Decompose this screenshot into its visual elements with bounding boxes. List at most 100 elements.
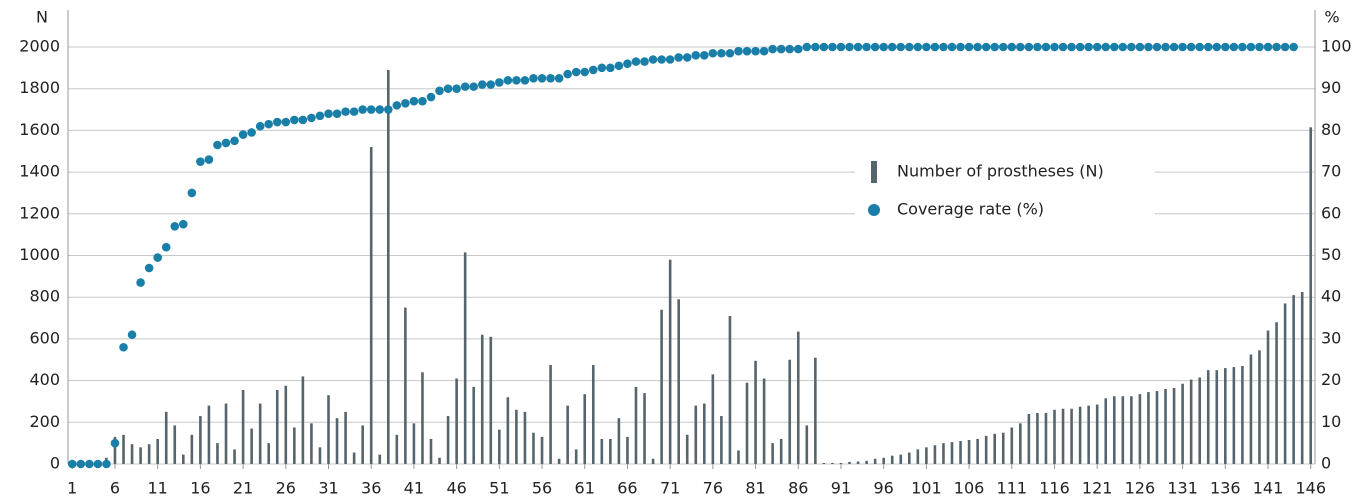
dot bbox=[1084, 42, 1093, 52]
x-tick-label: 126 bbox=[1125, 479, 1156, 498]
dot bbox=[93, 459, 103, 469]
dot bbox=[1169, 42, 1179, 52]
x-tick-label: 131 bbox=[1167, 479, 1198, 498]
x-tick-label: 61 bbox=[575, 479, 595, 498]
dot bbox=[290, 115, 299, 125]
dot bbox=[1007, 42, 1017, 52]
dot bbox=[665, 55, 675, 64]
bar bbox=[199, 416, 202, 464]
dot bbox=[802, 42, 812, 52]
x-tick-label: 136 bbox=[1210, 479, 1241, 498]
x-tick-label: 111 bbox=[997, 479, 1028, 498]
y2-tick-label: 20 bbox=[1321, 370, 1341, 389]
dot bbox=[896, 42, 906, 52]
dot bbox=[828, 42, 837, 52]
dot bbox=[1161, 42, 1170, 52]
bar bbox=[591, 364, 595, 464]
dot bbox=[768, 44, 777, 54]
bar bbox=[421, 372, 424, 464]
bar bbox=[190, 434, 194, 464]
dot bbox=[717, 48, 726, 58]
bar bbox=[839, 462, 843, 464]
dot bbox=[990, 42, 1000, 52]
bar bbox=[916, 449, 920, 464]
dot bbox=[272, 117, 282, 127]
bar bbox=[925, 447, 928, 464]
bar bbox=[950, 442, 954, 464]
x-tick-label: 1 bbox=[67, 479, 77, 498]
x-tick-label: 116 bbox=[1039, 479, 1070, 498]
bar bbox=[446, 416, 450, 464]
dot bbox=[503, 76, 513, 85]
bar bbox=[1095, 404, 1099, 464]
legend-swatch bbox=[868, 204, 880, 216]
dot bbox=[1041, 42, 1051, 52]
bar bbox=[1283, 303, 1287, 464]
dot bbox=[452, 84, 461, 93]
dot bbox=[725, 48, 735, 58]
bar bbox=[1010, 427, 1014, 464]
dot bbox=[1118, 42, 1128, 52]
bar bbox=[369, 147, 373, 464]
dot bbox=[383, 105, 393, 114]
bar bbox=[327, 395, 330, 464]
bar bbox=[1164, 388, 1167, 464]
bar bbox=[549, 364, 552, 464]
bar bbox=[1053, 409, 1056, 464]
x-tick-label: 146 bbox=[1295, 479, 1326, 498]
x-tick-label: 141 bbox=[1253, 479, 1284, 498]
dot bbox=[358, 105, 367, 114]
bar bbox=[1036, 412, 1039, 464]
bar bbox=[685, 434, 689, 464]
dot bbox=[85, 459, 94, 469]
dot bbox=[187, 188, 197, 198]
y2-tick-label: 30 bbox=[1321, 328, 1341, 347]
dot bbox=[375, 105, 385, 114]
bar bbox=[540, 436, 544, 464]
dot bbox=[477, 80, 487, 89]
bar bbox=[404, 307, 407, 464]
dot bbox=[1246, 42, 1256, 52]
bar bbox=[207, 405, 211, 464]
y2-tick-label: 70 bbox=[1321, 162, 1341, 181]
bar bbox=[1019, 423, 1022, 464]
x-tick-label: 96 bbox=[873, 479, 893, 498]
bar bbox=[267, 443, 271, 464]
bar bbox=[532, 432, 535, 464]
bar bbox=[147, 444, 151, 464]
dot bbox=[102, 459, 111, 469]
y-tick-label: 1800 bbox=[19, 78, 60, 97]
bar bbox=[993, 433, 997, 464]
bar bbox=[412, 423, 416, 464]
legend-swatch bbox=[871, 161, 877, 183]
dot bbox=[1255, 42, 1264, 52]
bar bbox=[139, 447, 142, 464]
dot bbox=[264, 119, 274, 129]
dot bbox=[230, 136, 239, 146]
x-tick-label: 51 bbox=[489, 479, 509, 498]
bar bbox=[1044, 412, 1048, 464]
dot bbox=[998, 42, 1008, 52]
dot bbox=[512, 76, 521, 85]
bar bbox=[651, 458, 655, 464]
x-tick-label: 121 bbox=[1082, 479, 1113, 498]
x-tick-label: 81 bbox=[745, 479, 765, 498]
dot bbox=[853, 42, 863, 52]
dot bbox=[1289, 42, 1298, 52]
dot bbox=[580, 67, 590, 77]
bar bbox=[293, 427, 296, 464]
bar bbox=[463, 252, 467, 464]
y-axis-title: N bbox=[36, 8, 48, 27]
bar bbox=[1224, 368, 1227, 464]
dot bbox=[307, 113, 316, 123]
dot bbox=[298, 115, 308, 125]
dot bbox=[657, 55, 666, 64]
x-tick-label: 71 bbox=[660, 479, 680, 498]
bar bbox=[352, 452, 356, 464]
bar bbox=[438, 457, 441, 464]
x-tick-label: 91 bbox=[831, 479, 851, 498]
dot bbox=[862, 42, 871, 52]
dot bbox=[161, 242, 171, 252]
dot bbox=[119, 342, 128, 352]
